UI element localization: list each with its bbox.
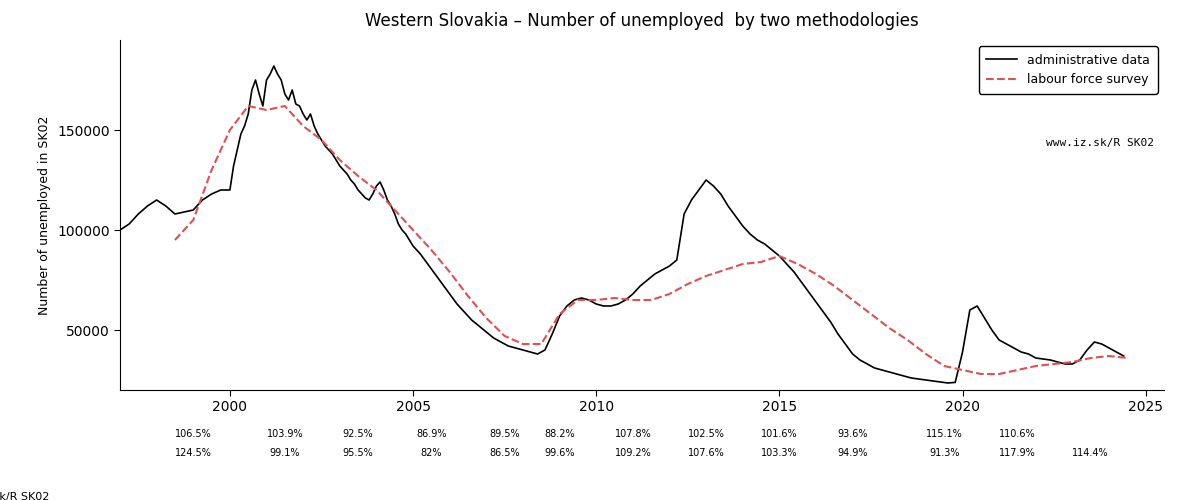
Text: 103.9%: 103.9% (266, 429, 304, 439)
labour force survey (973, 371, 988, 377)
Text: 92.5%: 92.5% (343, 429, 373, 439)
Text: 93.6%: 93.6% (838, 429, 868, 439)
administrative data (1073, 357, 1087, 363)
administrative data (113, 227, 127, 233)
Text: 86.9%: 86.9% (416, 429, 446, 439)
labour force survey (919, 351, 934, 357)
Text: 110.6%: 110.6% (1000, 429, 1036, 439)
labour force survey (791, 261, 805, 267)
Legend: administrative data, labour force survey: administrative data, labour force survey (979, 46, 1158, 94)
administrative data (300, 117, 314, 123)
Text: 114.4%: 114.4% (1073, 448, 1109, 458)
Text: 109.2%: 109.2% (614, 448, 652, 458)
Text: 89.5%: 89.5% (490, 429, 520, 439)
administrative data (347, 181, 361, 187)
Text: 115.1%: 115.1% (926, 429, 962, 439)
Text: www.iz.sk/R SK02: www.iz.sk/R SK02 (0, 492, 49, 500)
Text: 103.3%: 103.3% (761, 448, 798, 458)
administrative data (714, 191, 728, 197)
administrative data (911, 376, 925, 382)
Text: 95.5%: 95.5% (343, 448, 373, 458)
administrative data (1116, 353, 1130, 359)
Text: 82%: 82% (421, 448, 442, 458)
Line: administrative data: administrative data (120, 66, 1123, 383)
labour force survey (241, 103, 256, 109)
Y-axis label: Number of unemployed in SK02: Number of unemployed in SK02 (38, 116, 52, 314)
Text: www.iz.sk/R SK02: www.iz.sk/R SK02 (1045, 138, 1153, 148)
labour force survey (809, 271, 823, 277)
Text: 101.6%: 101.6% (761, 429, 798, 439)
labour force survey (443, 269, 457, 275)
labour force survey (736, 261, 750, 267)
Text: 107.8%: 107.8% (614, 429, 652, 439)
Text: 124.5%: 124.5% (175, 448, 211, 458)
Text: 88.2%: 88.2% (545, 429, 575, 439)
Text: 106.5%: 106.5% (175, 429, 211, 439)
administrative data (941, 380, 955, 386)
labour force survey (168, 237, 182, 243)
Text: 86.5%: 86.5% (490, 448, 520, 458)
Text: 91.3%: 91.3% (929, 448, 960, 458)
Text: 99.6%: 99.6% (545, 448, 575, 458)
Text: 94.9%: 94.9% (838, 448, 868, 458)
administrative data (604, 303, 618, 309)
Title: Western Slovakia – Number of unemployed  by two methodologies: Western Slovakia – Number of unemployed … (365, 12, 919, 30)
Line: labour force survey: labour force survey (175, 106, 1127, 374)
Text: 99.1%: 99.1% (270, 448, 300, 458)
labour force survey (754, 259, 768, 265)
labour force survey (1120, 355, 1134, 361)
Text: 117.9%: 117.9% (1000, 448, 1036, 458)
administrative data (266, 63, 281, 69)
Text: 107.6%: 107.6% (688, 448, 725, 458)
Text: 102.5%: 102.5% (688, 429, 725, 439)
